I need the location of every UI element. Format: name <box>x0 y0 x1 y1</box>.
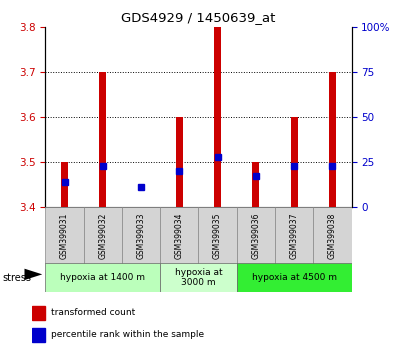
Bar <box>237 263 352 292</box>
Text: hypoxia at 1400 m: hypoxia at 1400 m <box>60 273 145 282</box>
Text: GSM399034: GSM399034 <box>175 212 184 259</box>
Text: GSM399033: GSM399033 <box>137 212 146 259</box>
Bar <box>160 207 199 264</box>
Text: GSM399031: GSM399031 <box>60 212 69 259</box>
Text: transformed count: transformed count <box>51 308 135 318</box>
Bar <box>32 306 45 320</box>
Bar <box>122 207 160 264</box>
Text: hypoxia at
3000 m: hypoxia at 3000 m <box>175 268 222 287</box>
Bar <box>61 162 68 207</box>
Bar <box>160 263 237 292</box>
Text: stress: stress <box>2 273 31 283</box>
Bar <box>100 72 106 207</box>
Text: percentile rank within the sample: percentile rank within the sample <box>51 330 204 339</box>
Text: GSM399037: GSM399037 <box>290 212 299 259</box>
Bar <box>45 263 160 292</box>
Bar <box>237 207 275 264</box>
Bar <box>199 207 237 264</box>
Title: GDS4929 / 1450639_at: GDS4929 / 1450639_at <box>121 11 276 24</box>
Bar <box>252 162 260 207</box>
Text: GSM399036: GSM399036 <box>251 212 260 259</box>
Bar <box>275 207 313 264</box>
Bar <box>313 207 352 264</box>
Text: hypoxia at 4500 m: hypoxia at 4500 m <box>252 273 337 282</box>
Bar <box>291 117 297 207</box>
Bar <box>84 207 122 264</box>
Bar <box>45 207 84 264</box>
Bar <box>329 72 336 207</box>
Text: GSM399038: GSM399038 <box>328 212 337 259</box>
Polygon shape <box>24 269 42 280</box>
Bar <box>214 27 221 207</box>
Text: GSM399035: GSM399035 <box>213 212 222 259</box>
Bar <box>32 327 45 342</box>
Bar <box>176 117 183 207</box>
Text: GSM399032: GSM399032 <box>98 212 107 259</box>
